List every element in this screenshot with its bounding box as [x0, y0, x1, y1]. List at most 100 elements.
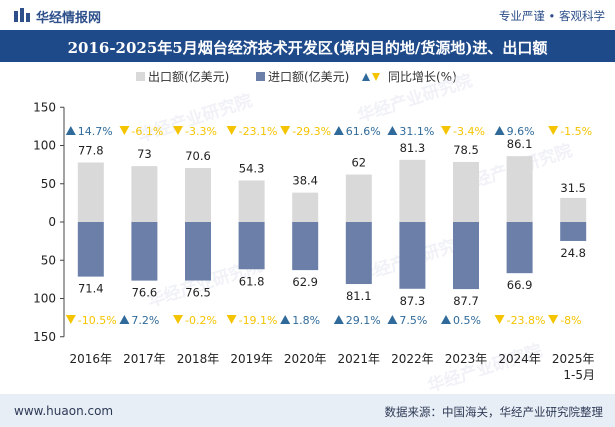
- import-bar-2: [185, 222, 211, 281]
- import-bar-5: [345, 222, 372, 285]
- x-tick-label-5: 2021年: [338, 352, 381, 366]
- import-bar-6: [399, 222, 426, 289]
- export-growth-label-8: 9.6%: [507, 125, 535, 138]
- chart: 出口额(亿美元) 进口额(亿美元) 同比增长(%) 华经产业研究院华经产业研究院华经…: [33, 69, 595, 394]
- legend-swatch-1: [256, 72, 265, 81]
- export-bar-7: [453, 161, 479, 222]
- y-axis: 150 100 50 0 50 100 150: [33, 100, 65, 344]
- import-growth-label-1: 7.2%: [131, 314, 159, 327]
- x-tick-label-9: 2025年: [552, 352, 595, 366]
- export-value-label-5: 62: [351, 156, 366, 170]
- import-growth-arrow-7: [441, 315, 451, 324]
- import-bar-1: [131, 222, 158, 281]
- legend-label-0: 出口额(亿美元): [148, 69, 229, 84]
- import-bar-3: [238, 222, 265, 270]
- export-growth-label-2: -3.3%: [185, 125, 217, 138]
- export-growth-label-1: -6.1%: [131, 125, 163, 138]
- export-growth-label-6: 31.1%: [399, 125, 434, 138]
- import-value-label-1: 76.6: [132, 286, 158, 300]
- import-growth-label-7: 0.5%: [453, 314, 481, 327]
- export-bar-2: [185, 167, 211, 222]
- top-bar: 华经情报网 专业严谨 • 客观科学: [0, 0, 615, 30]
- import-growth-label-2: -0.2%: [185, 314, 217, 327]
- export-growth-arrow-7: [441, 126, 451, 135]
- import-value-label-4: 62.9: [292, 275, 318, 289]
- watermark-5: 华经产业研究院: [425, 340, 545, 394]
- import-growth-label-4: 1.8%: [292, 314, 320, 327]
- export-growth-label-4: -29.3%: [292, 125, 331, 138]
- import-growth-label-0: -10.5%: [78, 314, 117, 327]
- import-bar-4: [292, 222, 319, 271]
- bars: [77, 156, 587, 290]
- y-tick-label: 0: [48, 215, 56, 229]
- x-tick-label-1: 2017年: [123, 352, 166, 366]
- export-growth-arrow-8: [494, 126, 505, 135]
- export-value-label-1: 73: [137, 147, 152, 161]
- export-growth-arrow-0: [65, 126, 76, 135]
- data-source: 数据来源：中国海关，华经产业研究院整理: [384, 405, 604, 419]
- import-value-label-5: 81.1: [346, 289, 372, 303]
- export-growth-arrow-2: [173, 126, 183, 135]
- legend-swatch-0: [136, 72, 145, 81]
- export-bar-6: [399, 159, 426, 222]
- export-value-label-8: 86.1: [507, 137, 533, 151]
- export-value-label-7: 78.5: [453, 143, 479, 157]
- import-growth-label-8: -23.8%: [507, 314, 546, 327]
- data-labels: 77.8 71.4 73 76.6 70.6 76.5 54.3 61.8 38.4 62.9 62…: [78, 137, 586, 308]
- export-bar-5: [345, 174, 372, 222]
- export-growth-arrow-3: [226, 126, 237, 135]
- brand-name: 华经情报网: [36, 11, 102, 26]
- import-growth-arrow-6: [387, 315, 398, 324]
- watermark-1: 华经产业研究院: [135, 90, 255, 147]
- x-tick-label-9-line2: 1-5月: [563, 368, 595, 382]
- import-growth-arrow-3: [226, 315, 237, 324]
- import-growth-arrow-9: [548, 315, 559, 324]
- legend-swatch-2: [372, 73, 380, 81]
- import-bar-9: [560, 222, 587, 241]
- export-growth-label-5: 61.6%: [346, 125, 381, 138]
- x-tick-label-3: 2019年: [230, 352, 273, 366]
- y-tick-label: 150: [33, 330, 56, 344]
- import-growth-label-5: 29.1%: [346, 314, 381, 327]
- import-growth-label-3: -19.1%: [239, 314, 278, 327]
- legend-label-1: 进口额(亿美元): [268, 69, 349, 84]
- legend-label-2: 同比增长(%): [388, 70, 457, 84]
- import-growth-arrow-8: [494, 315, 505, 324]
- legend-swatch-up: [362, 73, 370, 81]
- x-axis-labels: 2016年 2017年 2018年 2019年 2020年 2021年 2022年 2023年…: [70, 352, 595, 382]
- export-growth-label-3: -23.1%: [239, 125, 278, 138]
- export-value-label-0: 77.8: [78, 143, 104, 157]
- title-bar: [0, 30, 615, 62]
- x-tick-label-6: 2022年: [391, 352, 434, 366]
- export-bar-8: [506, 156, 533, 222]
- growth-labels: 14.7% -10.5% -6.1% 7.2% -3.3% -0.2% -23.1% -19.…: [65, 125, 592, 327]
- export-bar-9: [560, 197, 587, 222]
- import-bar-8: [506, 222, 533, 274]
- export-growth-label-9: -1.5%: [560, 125, 592, 138]
- import-value-label-8: 66.9: [507, 278, 533, 292]
- export-growth-arrow-6: [387, 126, 398, 135]
- import-bar-0: [77, 222, 104, 277]
- x-tick-label-7: 2023年: [445, 352, 488, 366]
- export-growth-arrow-5: [333, 126, 344, 135]
- export-value-label-4: 38.4: [292, 174, 318, 188]
- import-growth-arrow-5: [333, 315, 344, 324]
- y-tick-label: 100: [33, 292, 56, 306]
- import-growth-arrow-0: [65, 315, 76, 324]
- website-link[interactable]: www.huaon.com: [14, 404, 114, 418]
- import-growth-label-9: -8%: [560, 314, 581, 327]
- tagline: 专业严谨 • 客观科学: [498, 9, 605, 23]
- import-growth-arrow-2: [173, 315, 183, 324]
- import-value-label-7: 87.7: [453, 294, 479, 308]
- export-bar-0: [77, 162, 104, 222]
- x-tick-label-0: 2016年: [70, 352, 113, 366]
- legend: 出口额(亿美元) 进口额(亿美元) 同比增长(%): [136, 69, 457, 84]
- export-value-label-3: 54.3: [239, 161, 265, 175]
- y-tick-label: 150: [33, 100, 56, 114]
- footer-bar: [0, 394, 615, 427]
- import-value-label-6: 87.3: [400, 294, 426, 308]
- export-bar-1: [131, 166, 158, 222]
- export-bar-4: [292, 192, 319, 222]
- export-growth-label-0: 14.7%: [78, 125, 113, 138]
- export-bar-3: [238, 180, 265, 222]
